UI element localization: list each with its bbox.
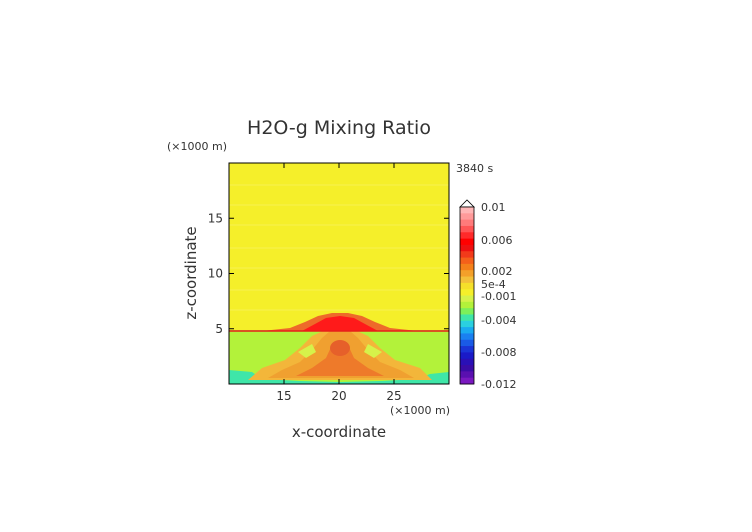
colorbar-band xyxy=(460,296,474,303)
colorbar-band xyxy=(460,226,474,233)
colorbar-band xyxy=(460,207,474,214)
colorbar-label: -0.008 xyxy=(481,346,516,359)
upper-layer-fill xyxy=(229,163,449,331)
colorbar-band xyxy=(460,302,474,309)
colorbar-band xyxy=(460,321,474,328)
y-tick-label: 15 xyxy=(208,211,223,225)
colorbar-band xyxy=(460,327,474,334)
time-label: 3840 s xyxy=(456,162,493,175)
x-unit-label: (×1000 m) xyxy=(390,404,450,417)
colorbar-band xyxy=(460,346,474,353)
colorbar-label: 0.002 xyxy=(481,265,513,278)
colorbar-band xyxy=(460,283,474,290)
colorbar-band xyxy=(460,270,474,277)
colorbar-band xyxy=(460,378,474,385)
colorbar-band xyxy=(460,359,474,366)
colorbar-band xyxy=(460,277,474,284)
chart-title: H2O-g Mixing Ratio xyxy=(247,117,431,139)
colorbar-label: 0.006 xyxy=(481,234,513,247)
y-tick-label: 10 xyxy=(208,267,223,281)
plume-core-spot xyxy=(330,340,350,356)
colorbar-band xyxy=(460,213,474,220)
colorbar-band xyxy=(460,289,474,296)
colorbar-band xyxy=(460,340,474,347)
colorbar-band xyxy=(460,251,474,258)
colorbar: 0.010.0060.0025e-4-0.001-0.004-0.008-0.0… xyxy=(460,200,516,391)
x-tick-label: 20 xyxy=(331,389,346,403)
colorbar-band xyxy=(460,308,474,315)
colorbar-band xyxy=(460,232,474,239)
colorbar-bands xyxy=(460,207,474,385)
y-tick-label: 5 xyxy=(215,322,223,336)
colorbar-band xyxy=(460,220,474,227)
y-unit-label: (×1000 m) xyxy=(167,140,227,153)
colorbar-labels: 0.010.0060.0025e-4-0.001-0.004-0.008-0.0… xyxy=(481,201,516,391)
colorbar-label: -0.004 xyxy=(481,314,516,327)
colorbar-label: -0.001 xyxy=(481,290,516,303)
plot-area xyxy=(229,163,449,384)
colorbar-label: 0.01 xyxy=(481,201,506,214)
colorbar-band xyxy=(460,365,474,372)
colorbar-band xyxy=(460,245,474,252)
x-tick-label: 15 xyxy=(276,389,291,403)
colorbar-band xyxy=(460,333,474,340)
colorbar-label: -0.012 xyxy=(481,378,516,391)
colorbar-extend-arrow xyxy=(460,200,474,207)
colorbar-band xyxy=(460,239,474,246)
x-axis-label: x-coordinate xyxy=(292,423,386,441)
colorbar-band xyxy=(460,258,474,265)
colorbar-band xyxy=(460,352,474,359)
colorbar-band xyxy=(460,314,474,321)
colorbar-band xyxy=(460,264,474,271)
colorbar-band xyxy=(460,371,474,378)
y-axis-label: z-coordinate xyxy=(182,226,200,319)
x-tick-label: 25 xyxy=(386,389,401,403)
